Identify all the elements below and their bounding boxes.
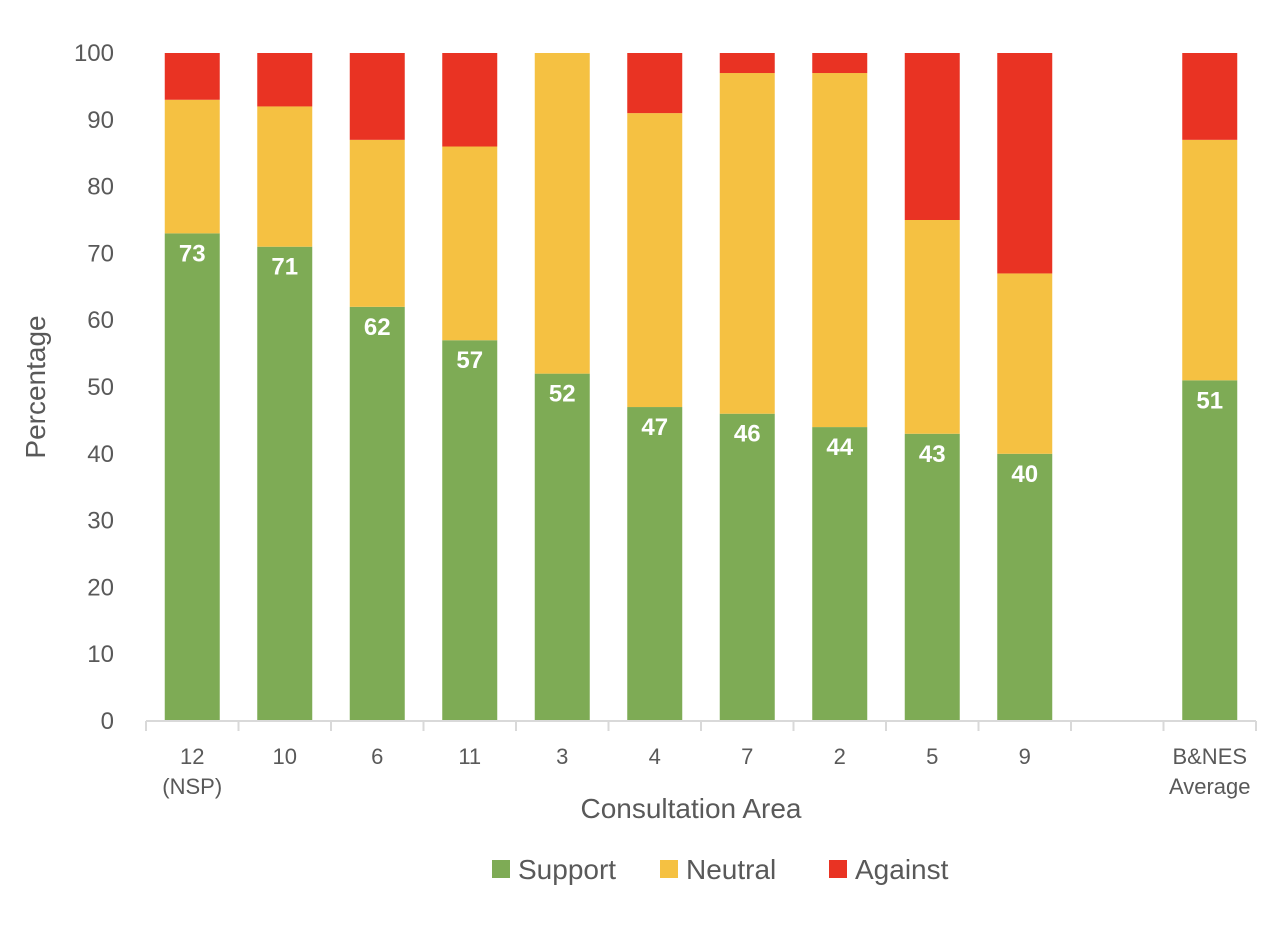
- x-category-label: 12: [180, 744, 204, 769]
- bar-segment-against: [349, 53, 405, 140]
- x-category-label: 4: [649, 744, 661, 769]
- bar-segment-support: [904, 433, 960, 721]
- x-category-label: 5: [926, 744, 938, 769]
- bar-segment-support: [534, 373, 590, 721]
- bar-segment-neutral: [812, 73, 868, 428]
- bar-segment-against: [904, 53, 960, 220]
- y-tick-label: 80: [87, 174, 114, 201]
- bar-segment-against: [997, 53, 1053, 274]
- data-label: 52: [549, 381, 576, 408]
- bars: [164, 53, 1238, 722]
- data-label: 73: [179, 240, 206, 267]
- bar-segment-against: [164, 53, 220, 100]
- legend-item-support: Support: [492, 854, 616, 885]
- bar-segment-neutral: [442, 146, 498, 341]
- data-label: 57: [456, 347, 483, 374]
- x-axis-title: Consultation Area: [580, 793, 801, 824]
- bar-segment-against: [719, 53, 775, 74]
- legend-swatch: [829, 860, 847, 878]
- bar-segment-neutral: [164, 99, 220, 234]
- x-category-label: 9: [1019, 744, 1031, 769]
- y-tick-label: 50: [87, 374, 114, 401]
- y-tick-label: 30: [87, 508, 114, 535]
- bar-segment-support: [442, 340, 498, 721]
- x-category-label: Average: [1169, 774, 1251, 799]
- x-category-label: 11: [458, 744, 481, 769]
- bar-segment-neutral: [1182, 139, 1238, 381]
- bar-segment-support: [812, 427, 868, 721]
- bar-segment-support: [997, 453, 1053, 721]
- x-category-label: 6: [371, 744, 383, 769]
- y-tick-label: 0: [101, 708, 114, 735]
- data-label: 40: [1011, 461, 1038, 488]
- bar-segment-neutral: [627, 113, 683, 408]
- bar-segment-against: [627, 53, 683, 114]
- bar-segment-neutral: [719, 73, 775, 414]
- legend-swatch: [660, 860, 678, 878]
- legend-item-neutral: Neutral: [660, 854, 776, 885]
- bar-segment-support: [349, 306, 405, 721]
- x-category-label: 2: [834, 744, 846, 769]
- data-label: 62: [364, 314, 391, 341]
- legend-label: Support: [518, 854, 616, 885]
- bar-segment-neutral: [997, 273, 1053, 454]
- legend-item-against: Against: [829, 854, 949, 885]
- bar-segment-neutral: [257, 106, 313, 247]
- data-label: 46: [734, 421, 761, 448]
- x-category-label: B&NES: [1172, 744, 1247, 769]
- bar-segment-against: [812, 53, 868, 74]
- x-axis-tick-marks: [145, 721, 1257, 731]
- bar-segment-against: [257, 53, 313, 107]
- x-category-label: (NSP): [162, 774, 222, 799]
- x-category-label: 3: [556, 744, 568, 769]
- data-label: 71: [271, 254, 298, 281]
- x-axis-labels: 12 (NSP) 10 6 11 3 4 7 2 5 9 B&NES Average: [162, 744, 1250, 799]
- bar-segment-against: [1182, 53, 1238, 140]
- bar-segment-support: [1182, 380, 1238, 721]
- legend-swatch: [492, 860, 510, 878]
- y-tick-label: 90: [87, 107, 114, 134]
- y-axis-ticks: 0 10 20 30 40 50 60 70 80 90 100: [74, 40, 114, 735]
- y-tick-label: 20: [87, 574, 114, 601]
- y-axis-title: Percentage: [20, 315, 51, 458]
- x-category-label: 7: [741, 744, 753, 769]
- bar-segment-neutral: [349, 139, 405, 307]
- y-tick-label: 60: [87, 307, 114, 334]
- y-tick-label: 40: [87, 441, 114, 468]
- legend: Support Neutral Against: [492, 854, 949, 885]
- data-label: 47: [641, 414, 668, 441]
- data-labels: 73 71 62 57 52 47 46 44 43 40 51: [179, 240, 1223, 487]
- legend-label: Against: [855, 854, 949, 885]
- data-label: 43: [919, 441, 946, 468]
- bar-segment-against: [442, 53, 498, 147]
- y-tick-label: 100: [74, 40, 114, 67]
- bar-segment-neutral: [534, 53, 590, 374]
- data-label: 44: [826, 434, 853, 461]
- x-category-label: 10: [273, 744, 297, 769]
- bar-segment-support: [164, 233, 220, 722]
- bar-segment-support: [257, 246, 313, 721]
- legend-label: Neutral: [686, 854, 776, 885]
- y-tick-label: 10: [87, 641, 114, 668]
- data-label: 51: [1196, 387, 1223, 414]
- y-tick-label: 70: [87, 240, 114, 267]
- bar-segment-support: [627, 407, 683, 721]
- bar-segment-neutral: [904, 220, 960, 434]
- bar-segment-support: [719, 413, 775, 721]
